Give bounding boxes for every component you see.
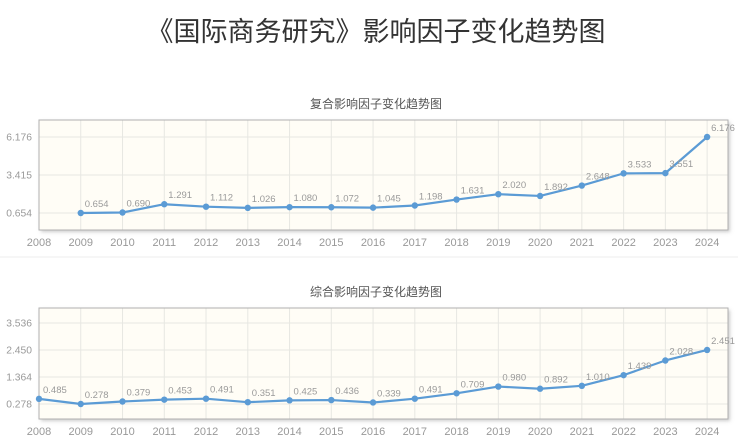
svg-text:2014: 2014 <box>277 237 301 249</box>
svg-text:1.010: 1.010 <box>586 372 610 383</box>
svg-text:3.536: 3.536 <box>6 319 32 330</box>
svg-text:2016: 2016 <box>361 237 385 249</box>
svg-text:2024: 2024 <box>695 426 719 438</box>
svg-text:2024: 2024 <box>695 237 719 249</box>
svg-text:1.026: 1.026 <box>252 194 276 205</box>
svg-text:2020: 2020 <box>528 426 552 438</box>
svg-text:2.028: 2.028 <box>669 346 693 357</box>
svg-text:0.485: 0.485 <box>43 385 67 396</box>
svg-text:2017: 2017 <box>403 426 427 438</box>
svg-text:2019: 2019 <box>486 237 510 249</box>
svg-text:2010: 2010 <box>110 237 134 249</box>
svg-text:综合影响因子变化趋势图: 综合影响因子变化趋势图 <box>310 284 442 299</box>
svg-text:2023: 2023 <box>653 237 677 249</box>
svg-text:0.339: 0.339 <box>377 388 401 399</box>
svg-text:0.453: 0.453 <box>168 386 192 397</box>
svg-text:2011: 2011 <box>152 237 176 249</box>
svg-text:2009: 2009 <box>69 237 93 249</box>
svg-text:2012: 2012 <box>194 237 218 249</box>
svg-text:2022: 2022 <box>611 426 635 438</box>
svg-text:0.709: 0.709 <box>461 379 485 390</box>
svg-text:2009: 2009 <box>69 426 93 438</box>
svg-text:6.176: 6.176 <box>711 123 735 134</box>
svg-text:1.892: 1.892 <box>544 182 568 193</box>
svg-text:6.176: 6.176 <box>6 133 32 144</box>
svg-text:0.491: 0.491 <box>210 385 234 396</box>
svg-text:0.892: 0.892 <box>544 375 568 386</box>
svg-text:0.491: 0.491 <box>419 385 443 396</box>
svg-text:1.631: 1.631 <box>461 186 485 197</box>
svg-text:2015: 2015 <box>319 426 343 438</box>
svg-text:1.045: 1.045 <box>377 194 401 205</box>
svg-text:1.364: 1.364 <box>6 373 32 384</box>
svg-text:1.112: 1.112 <box>210 193 233 204</box>
svg-text:《国际商务研究》影响因子变化趋势图: 《国际商务研究》影响因子变化趋势图 <box>147 17 606 47</box>
svg-text:2.451: 2.451 <box>711 336 735 347</box>
svg-text:0.690: 0.690 <box>127 199 151 210</box>
svg-text:2014: 2014 <box>277 426 301 438</box>
svg-text:0.278: 0.278 <box>85 390 109 401</box>
svg-text:0.379: 0.379 <box>127 387 151 398</box>
svg-text:2013: 2013 <box>236 237 260 249</box>
svg-text:2008: 2008 <box>27 237 51 249</box>
svg-text:3.551: 3.551 <box>669 159 693 170</box>
svg-text:2021: 2021 <box>570 237 594 249</box>
svg-text:1.072: 1.072 <box>335 193 359 204</box>
svg-text:1.291: 1.291 <box>168 190 192 201</box>
svg-text:2018: 2018 <box>444 426 468 438</box>
svg-text:0.436: 0.436 <box>335 386 359 397</box>
svg-text:0.278: 0.278 <box>6 400 32 411</box>
svg-text:复合影响因子变化趋势图: 复合影响因子变化趋势图 <box>310 96 442 111</box>
svg-text:2.450: 2.450 <box>6 346 32 357</box>
svg-text:2016: 2016 <box>361 426 385 438</box>
svg-text:1.439: 1.439 <box>628 361 652 372</box>
svg-text:0.980: 0.980 <box>502 373 526 384</box>
svg-text:2022: 2022 <box>611 237 635 249</box>
svg-text:2013: 2013 <box>236 426 260 438</box>
svg-text:2017: 2017 <box>403 237 427 249</box>
svg-text:3.533: 3.533 <box>628 159 652 170</box>
svg-text:2.648: 2.648 <box>586 172 610 183</box>
svg-text:3.415: 3.415 <box>6 171 32 182</box>
svg-text:1.198: 1.198 <box>419 192 443 203</box>
svg-text:2012: 2012 <box>194 426 218 438</box>
svg-text:0.351: 0.351 <box>252 388 276 399</box>
svg-text:0.654: 0.654 <box>85 199 109 210</box>
svg-text:0.425: 0.425 <box>294 386 318 397</box>
svg-text:2018: 2018 <box>444 237 468 249</box>
svg-text:2011: 2011 <box>152 426 176 438</box>
svg-text:2023: 2023 <box>653 426 677 438</box>
svg-text:2019: 2019 <box>486 426 510 438</box>
svg-text:2020: 2020 <box>528 237 552 249</box>
svg-text:2021: 2021 <box>570 426 594 438</box>
svg-text:2008: 2008 <box>27 426 51 438</box>
svg-text:1.080: 1.080 <box>294 193 318 204</box>
svg-text:2015: 2015 <box>319 237 343 249</box>
svg-text:0.654: 0.654 <box>6 209 32 220</box>
svg-text:2.020: 2.020 <box>502 180 526 191</box>
svg-text:2010: 2010 <box>110 426 134 438</box>
